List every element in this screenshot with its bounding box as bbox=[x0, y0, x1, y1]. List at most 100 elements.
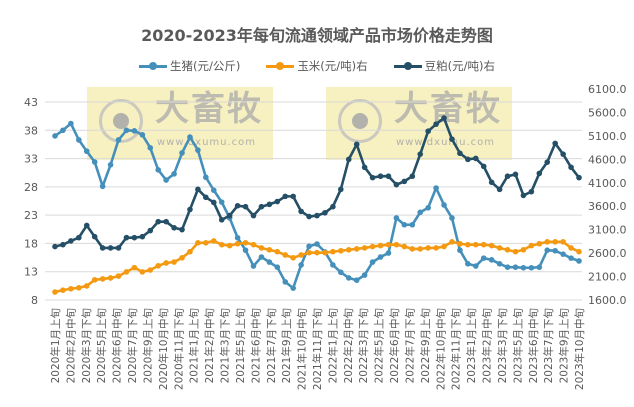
data-point bbox=[306, 213, 312, 220]
data-point bbox=[512, 248, 519, 255]
data-point bbox=[330, 203, 336, 210]
data-point bbox=[369, 243, 376, 250]
data-point bbox=[163, 260, 169, 266]
right-axis-tick-label: 4600.0 bbox=[588, 153, 627, 166]
left-axis-tick-label: 18 bbox=[24, 237, 38, 250]
data-point bbox=[68, 285, 74, 292]
left-axis-tick-label: 8 bbox=[31, 294, 38, 307]
data-point bbox=[568, 255, 574, 261]
data-point bbox=[234, 234, 241, 241]
data-point bbox=[123, 269, 130, 275]
data-point bbox=[274, 264, 281, 270]
data-point bbox=[91, 277, 98, 283]
data-point bbox=[465, 260, 471, 267]
data-point bbox=[60, 127, 66, 134]
legend-item-corn[interactable]: 玉米(元/吨)右 bbox=[266, 58, 368, 74]
data-point bbox=[99, 183, 106, 190]
data-point bbox=[433, 185, 439, 191]
watermark-logo-icon bbox=[99, 99, 143, 143]
data-point bbox=[290, 285, 296, 291]
data-point bbox=[528, 242, 535, 249]
data-point bbox=[353, 277, 360, 284]
x-axis-tick-label: 2020年2月中旬 bbox=[64, 308, 77, 383]
x-axis-tick-label: 2020年5月上旬 bbox=[95, 308, 108, 383]
right-axis-tick-label: 6100.0 bbox=[588, 83, 627, 96]
data-point bbox=[266, 259, 273, 265]
data-point bbox=[345, 247, 352, 253]
x-axis-tick-label: 2020年1月上旬 bbox=[49, 308, 62, 383]
data-point bbox=[369, 174, 376, 181]
data-point bbox=[274, 248, 281, 255]
x-axis-tick-label: 2020年10月中旬 bbox=[157, 308, 170, 390]
x-axis-tick-label: 2022年11月下旬 bbox=[450, 308, 463, 390]
data-point bbox=[560, 151, 566, 157]
data-point bbox=[60, 287, 66, 293]
data-point bbox=[91, 233, 98, 240]
data-point bbox=[472, 263, 479, 269]
data-point bbox=[290, 254, 296, 261]
legend-item-pig[interactable]: 生猪(元/公斤) bbox=[138, 58, 241, 74]
data-point bbox=[171, 259, 177, 265]
data-point bbox=[99, 276, 106, 282]
data-point bbox=[536, 240, 543, 247]
data-point bbox=[203, 174, 209, 181]
x-axis-tick-label: 2021年11月下旬 bbox=[311, 308, 324, 390]
legend-item-soymeal[interactable]: 豆粕(元/吨)右 bbox=[393, 58, 495, 74]
data-point bbox=[425, 245, 431, 251]
x-axis-tick-label: 2022年3月下旬 bbox=[357, 308, 370, 383]
data-point bbox=[274, 198, 281, 205]
data-point bbox=[338, 186, 344, 193]
data-point bbox=[171, 171, 177, 177]
data-point bbox=[441, 202, 447, 208]
data-point bbox=[544, 239, 551, 245]
data-point bbox=[568, 245, 574, 251]
data-point bbox=[187, 206, 193, 213]
data-point bbox=[131, 264, 138, 271]
data-point bbox=[250, 241, 257, 248]
data-point bbox=[179, 150, 185, 156]
data-point bbox=[282, 279, 289, 285]
data-point bbox=[417, 151, 424, 157]
data-point bbox=[314, 249, 320, 256]
data-point bbox=[250, 212, 257, 219]
data-point bbox=[258, 245, 265, 251]
data-point bbox=[480, 163, 487, 170]
data-point bbox=[465, 156, 471, 163]
data-point bbox=[441, 115, 447, 121]
x-axis-tick-label: 2020年7月下旬 bbox=[126, 308, 139, 383]
data-point bbox=[512, 171, 519, 178]
data-point bbox=[401, 178, 408, 185]
x-axis-tick-label: 2022年7月下旬 bbox=[403, 308, 416, 383]
data-point bbox=[226, 212, 233, 219]
data-point bbox=[210, 238, 217, 244]
data-point bbox=[520, 264, 527, 271]
data-point bbox=[52, 243, 58, 250]
x-axis-tick-label: 2022年2月中旬 bbox=[342, 308, 355, 383]
data-point bbox=[68, 120, 74, 127]
data-point bbox=[68, 238, 74, 244]
data-point bbox=[250, 263, 257, 269]
data-point bbox=[314, 241, 320, 247]
data-point bbox=[433, 245, 439, 251]
data-point bbox=[218, 217, 225, 223]
left-axis-tick-label: 43 bbox=[24, 96, 38, 109]
data-point bbox=[338, 247, 344, 254]
data-point bbox=[353, 141, 360, 148]
data-point bbox=[203, 194, 209, 201]
data-point bbox=[115, 137, 122, 143]
data-point bbox=[306, 243, 312, 250]
data-point bbox=[401, 243, 408, 250]
data-point bbox=[282, 252, 289, 258]
x-axis-tick-label: 2023年10月中旬 bbox=[573, 308, 586, 390]
data-point bbox=[234, 240, 241, 247]
data-point bbox=[123, 127, 130, 134]
data-point bbox=[377, 173, 384, 180]
data-point bbox=[425, 128, 431, 134]
series-line bbox=[54, 116, 581, 250]
legend-label: 生猪(元/公斤) bbox=[169, 59, 241, 73]
data-point bbox=[457, 150, 463, 157]
x-axis-tick-label: 2021年5月上旬 bbox=[234, 308, 247, 383]
data-point bbox=[76, 234, 82, 241]
x-axis-tick-label: 2020年3月下旬 bbox=[80, 308, 93, 383]
data-point bbox=[91, 159, 98, 165]
